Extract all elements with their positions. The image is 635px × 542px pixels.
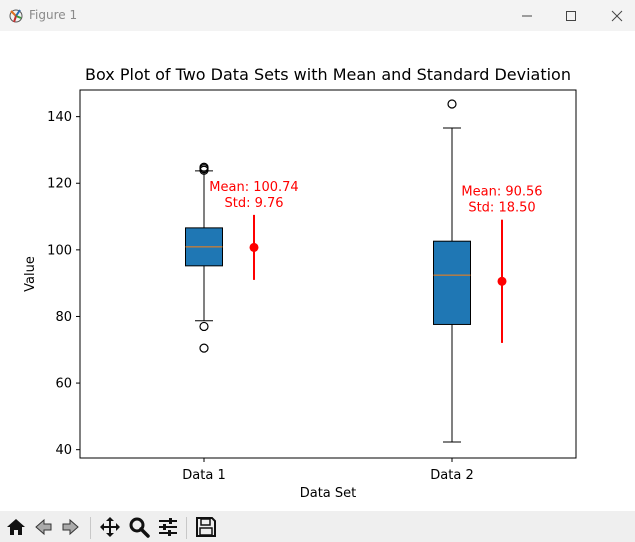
plot-area-frame — [79, 89, 577, 459]
window-titlebar: Figure 1 — [0, 0, 635, 31]
y-axis-label: Value — [23, 256, 38, 292]
outlier-point — [199, 165, 209, 175]
mean-label: Mean: 90.56 — [461, 185, 542, 200]
outlier-point — [199, 321, 209, 332]
box-plots — [185, 99, 471, 443]
std-label: Std: 9.76 — [224, 196, 283, 211]
sliders-icon — [159, 518, 177, 536]
mean-point — [497, 276, 507, 286]
floppy-disk-icon — [196, 517, 216, 537]
back-button[interactable] — [31, 515, 55, 539]
y-tick-label: 80 — [55, 310, 72, 325]
back-arrow-icon — [35, 518, 52, 536]
toolbar-separator — [90, 517, 91, 539]
minimize-icon — [522, 15, 532, 16]
navigation-toolbar — [0, 511, 635, 542]
y-axis: 40 60 80 100 120 140 — [47, 110, 80, 458]
home-button[interactable] — [4, 515, 28, 539]
toolbar-separator — [186, 517, 187, 539]
y-tick-label: 140 — [47, 110, 72, 125]
box-body — [433, 240, 471, 325]
y-tick-label: 120 — [47, 177, 72, 192]
x-axis: Data 1 Data 2 — [182, 458, 474, 483]
close-icon — [611, 10, 623, 21]
maximize-icon — [566, 10, 576, 21]
maximize-button[interactable] — [548, 0, 594, 31]
outlier-point — [199, 162, 209, 172]
box-plot-chart: Box Plot of Two Data Sets with Mean and … — [23, 65, 577, 501]
y-tick-label: 40 — [55, 443, 72, 458]
save-button[interactable] — [194, 515, 218, 539]
y-tick-label: 100 — [47, 243, 72, 258]
y-tick-label: 60 — [55, 377, 72, 392]
std-label: Std: 18.50 — [468, 201, 535, 216]
chart-title: Box Plot of Two Data Sets with Mean and … — [85, 65, 571, 84]
subplots-button[interactable] — [156, 515, 180, 539]
minimize-button[interactable] — [504, 0, 550, 31]
x-tick-label: Data 2 — [430, 468, 473, 483]
zoom-button[interactable] — [127, 515, 151, 539]
figure-canvas[interactable]: Box Plot of Two Data Sets with Mean and … — [0, 31, 635, 511]
x-tick-label: Data 1 — [182, 468, 225, 483]
x-axis-label: Data Set — [300, 486, 357, 501]
magnifier-icon — [129, 517, 150, 538]
mean-point — [249, 242, 259, 252]
home-icon — [7, 519, 25, 535]
pan-button[interactable] — [98, 515, 122, 539]
window-title: Figure 1 — [29, 8, 78, 22]
matplotlib-app-icon — [9, 9, 23, 23]
forward-button[interactable] — [59, 515, 83, 539]
mean-label: Mean: 100.74 — [209, 180, 298, 195]
move-icon — [100, 517, 120, 537]
forward-arrow-icon — [62, 518, 79, 536]
outlier-point — [199, 343, 209, 353]
close-button[interactable] — [594, 0, 635, 31]
outlier-point — [447, 99, 457, 109]
